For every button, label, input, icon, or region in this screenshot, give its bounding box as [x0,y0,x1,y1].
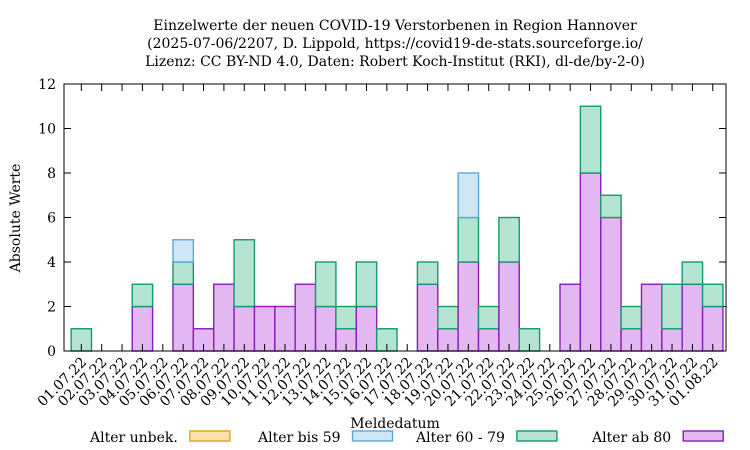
bar-segment-alter-60-79-27.07.22 [600,194,622,219]
bar-segment-alter-60-79-26.07.22 [579,105,602,174]
y-tick-label: 6 [47,211,56,227]
bar-segment-alter-60-79-01.08.22 [701,283,724,308]
bar-segment-alter-60-79-30.07.22 [661,283,683,330]
bar-segment-alter-60-79-09.07.22 [233,239,256,308]
bar-segment-alter-60-79-20.07.22 [457,216,480,263]
y-tick-label: 2 [47,300,56,316]
chart-title-line-1: Einzelwerte der neuen COVID-19 Verstorbe… [153,18,637,34]
legend-item: Alter ab 80 [591,430,724,446]
legend-item: Alter bis 59 [257,430,394,446]
legend-item: Alter unbek. [89,430,231,446]
bar-segment-alter-60-79-18.07.22 [416,261,439,285]
bar-segment-alter-ab-80-12.07.22 [294,283,317,352]
y-tick-label: 4 [47,255,56,271]
bar-segment-alter-ab-80-22.07.22 [498,261,520,352]
bar-segment-alter-60-79-13.07.22 [314,261,337,308]
chart-title-line-2: (2025-07-06/2207, D. Lippold, https://co… [147,36,643,52]
legend-swatch [351,430,394,442]
bar-segment-alter-60-79-22.07.22 [498,216,520,263]
bar-segment-alter-60-79-21.07.22 [477,305,500,330]
bar-segment-alter-ab-80-25.07.22 [559,283,582,352]
legend-swatch [516,430,558,442]
y-tick-label: 8 [47,166,56,182]
bar-segment-alter-ab-80-06.07.22 [172,283,195,352]
bar-segment-alter-60-79-06.07.22 [172,261,195,285]
bar-segment-alter-ab-80-31.07.22 [681,283,704,352]
y-tick-label: 10 [38,122,56,138]
bar-segment-alter-ab-80-20.07.22 [457,261,480,352]
y-tick-label: 0 [47,344,56,360]
legend-label: Alter unbek. [89,430,178,446]
chart-title: Einzelwerte der neuen COVID-19 Verstorbe… [145,18,645,70]
legend-label: Alter 60 - 79 [415,430,505,446]
bar-segment-alter-60-79-19.07.22 [437,305,459,330]
legend-label: Alter ab 80 [591,430,671,446]
bar-segment-alter-ab-80-29.07.22 [640,283,663,352]
plot-frame [63,83,727,352]
x-axis-label: Meldedatum [350,416,440,432]
y-tick-label: 12 [38,77,56,93]
bar-segment-alter-60-79-28.07.22 [620,305,643,330]
legend-label: Alter bis 59 [257,430,341,446]
bar-segment-alter-ab-80-18.07.22 [416,283,439,352]
plot-area: 02468101201.07.2202.07.2203.07.2204.07.2… [35,77,726,410]
bar-segment-alter-bis-59-06.07.22 [172,239,195,263]
legend: Alter unbek. Alter bis 59 Alter 60 - 79 Alt… [89,430,724,446]
legend-swatch [189,430,231,442]
legend-item: Alter 60 - 79 [415,430,558,446]
bar-segment-alter-60-79-15.07.22 [355,261,378,308]
bar-segment-alter-ab-80-26.07.22 [579,172,602,352]
bar-segment-alter-60-79-04.07.22 [131,283,154,308]
bar-segment-alter-60-79-31.07.22 [681,261,704,285]
bar-segment-alter-bis-59-20.07.22 [457,172,480,219]
chart-title-line-3: Lizenz: CC BY-ND 4.0, Daten: Robert Koch… [145,54,645,70]
bar-segment-alter-ab-80-08.07.22 [213,283,235,352]
bar-segment-alter-ab-80-27.07.22 [600,216,622,352]
y-axis-label: Absolute Werte [8,164,24,274]
legend-swatch [682,430,724,442]
bar-segment-alter-60-79-14.07.22 [335,305,357,330]
